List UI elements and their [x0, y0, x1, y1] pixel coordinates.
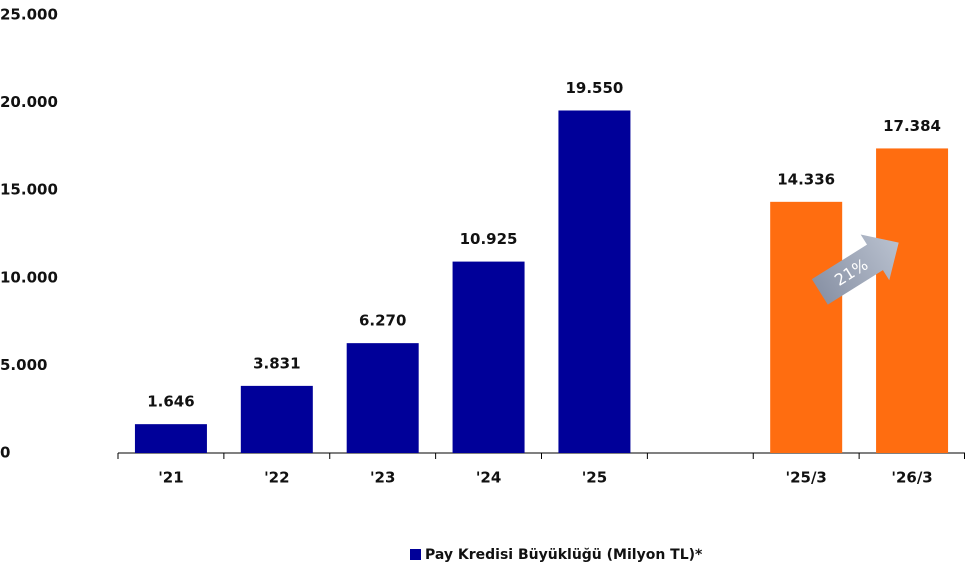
y-tick-label: 5.000 [0, 356, 47, 374]
y-tick-label: 25.000 [0, 6, 58, 24]
x-tick-label: '24 [476, 469, 501, 487]
y-tick-label: 20.000 [0, 93, 58, 111]
y-tick-label: 10.000 [0, 268, 58, 286]
x-tick-label: '22 [264, 469, 289, 487]
x-tick-label: '26/3 [891, 469, 932, 487]
value-label: 1.646 [147, 393, 194, 411]
arrow-shape [811, 234, 899, 305]
value-label: 3.831 [253, 354, 300, 372]
value-label: 14.336 [777, 170, 835, 188]
x-tick-label: '25/3 [785, 469, 826, 487]
x-tick-label: '25 [582, 469, 607, 487]
legend-swatch [410, 549, 421, 560]
x-tick-label: '23 [370, 469, 395, 487]
bar [452, 261, 525, 453]
y-tick-label: 15.000 [0, 181, 58, 199]
bar [134, 424, 207, 453]
y-tick-label: 0 [0, 444, 10, 462]
legend-label: Pay Kredisi Büyüklüğü (Milyon TL)* [425, 547, 703, 563]
bar [770, 201, 843, 453]
value-label: 19.550 [565, 79, 623, 97]
bar [346, 343, 419, 453]
x-tick-label: '21 [158, 469, 183, 487]
value-label: 17.384 [883, 117, 941, 135]
value-label: 10.925 [460, 230, 518, 248]
bar [876, 148, 949, 454]
bar [558, 110, 631, 453]
value-label: 6.270 [359, 312, 406, 330]
bar [240, 385, 313, 453]
